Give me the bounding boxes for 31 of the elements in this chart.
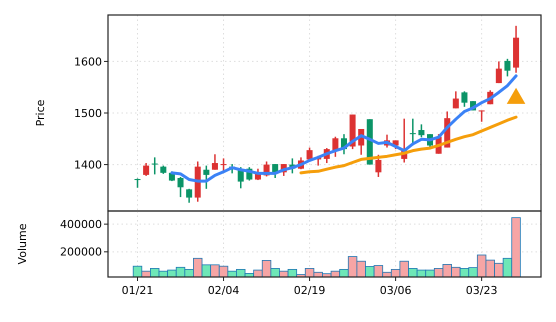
x-tick-label: 03/06 [380, 284, 412, 297]
y-tick-label: 400000 [60, 218, 102, 231]
line-series [170, 74, 518, 183]
y-tick-label: 1600 [74, 55, 102, 68]
x-tick-label: 02/04 [208, 284, 240, 297]
candlestick [452, 90, 459, 110]
y-axis-title: Price [34, 99, 47, 126]
candlestick [178, 176, 184, 198]
candlestick [418, 124, 424, 138]
x-tick-label: 02/19 [294, 284, 326, 297]
candlestick [134, 178, 141, 189]
candlestick [152, 156, 158, 176]
candlestick [238, 166, 244, 190]
candlestick [496, 60, 502, 84]
candlestick [272, 163, 278, 179]
line-series [299, 116, 518, 174]
y-tick-label: 1400 [74, 158, 102, 172]
x-tick-label: 03/23 [466, 284, 498, 297]
candlestick [212, 154, 218, 170]
candlestick [375, 154, 382, 178]
candlestick [186, 188, 192, 204]
candlestick [461, 90, 468, 108]
candlestick [220, 158, 227, 172]
x-tick-label: 01/21 [122, 284, 154, 297]
y-tick-label: 200000 [60, 246, 102, 259]
candlestick [203, 164, 210, 190]
y-tick-label: 1500 [74, 106, 102, 120]
y-axis-title: Volume [16, 223, 29, 264]
candlestick [478, 110, 485, 123]
candlestick [143, 162, 150, 177]
candlestick [504, 58, 510, 78]
